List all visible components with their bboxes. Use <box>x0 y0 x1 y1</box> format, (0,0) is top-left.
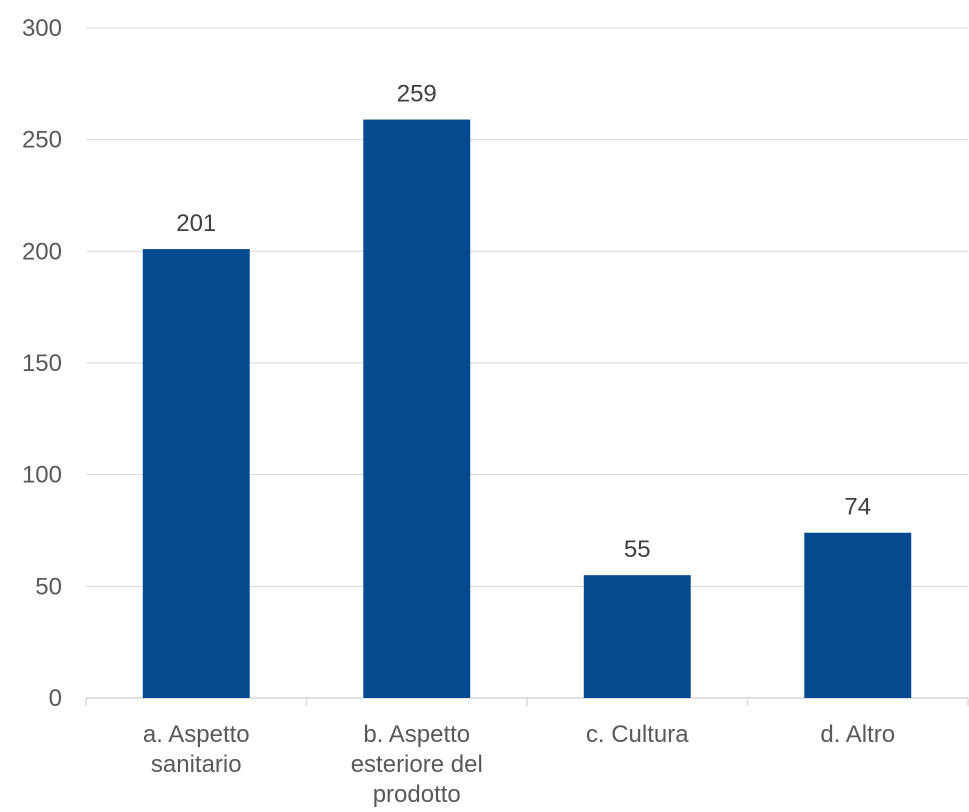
x-tick-label-line: b. Aspetto <box>363 721 470 748</box>
x-tick-label-line: a. Aspetto <box>143 721 250 748</box>
x-tick-label-line: sanitario <box>151 751 242 778</box>
data-label-3: 55 <box>624 536 651 563</box>
x-tick-label-3: c. Cultura <box>586 721 689 748</box>
y-tick-label-300: 300 <box>22 15 62 42</box>
y-tick-label-50: 50 <box>35 573 62 600</box>
bar-3 <box>583 575 691 698</box>
x-tick-label-line: prodotto <box>373 781 461 808</box>
y-tick-label-100: 100 <box>22 462 62 489</box>
data-label-2: 259 <box>397 81 437 108</box>
x-tick-label-line: esteriore del <box>351 751 483 778</box>
x-tick-label-4: d. Altro <box>820 721 895 748</box>
x-tick-label-2: b. Aspetto esteriore del prodotto <box>351 721 483 808</box>
y-tick-label-150: 150 <box>22 350 62 377</box>
x-tick-label-line: c. Cultura <box>586 721 689 748</box>
bar-4 <box>804 532 912 698</box>
data-label-1: 201 <box>176 210 216 237</box>
x-tick-label-line: d. Altro <box>820 721 895 748</box>
data-label-4: 74 <box>844 494 871 521</box>
bar-1 <box>142 249 250 698</box>
y-tick-label-200: 200 <box>22 238 62 265</box>
y-tick-label-250: 250 <box>22 127 62 154</box>
y-tick-label-0: 0 <box>49 685 62 712</box>
bar-2 <box>363 119 471 699</box>
x-tick-label-1: a. Aspetto sanitario <box>143 721 250 778</box>
